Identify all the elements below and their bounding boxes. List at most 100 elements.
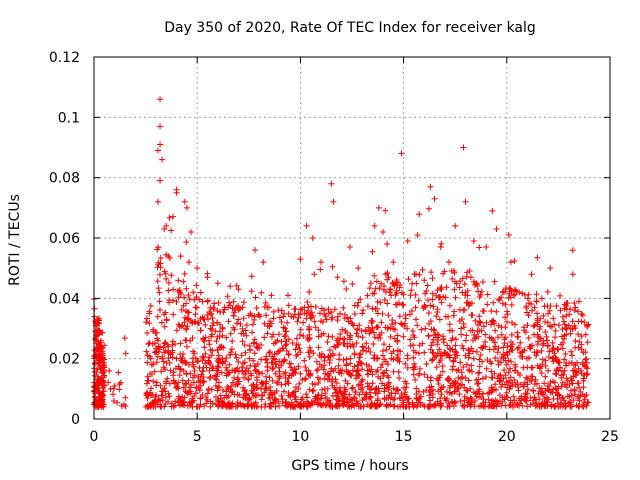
data-point <box>495 297 502 304</box>
data-point <box>412 271 419 278</box>
data-point <box>385 374 392 381</box>
data-point <box>410 366 417 373</box>
data-point <box>210 306 217 313</box>
data-point <box>522 379 529 386</box>
data-point <box>210 365 217 372</box>
data-point <box>348 385 355 392</box>
data-point <box>256 370 263 377</box>
data-point <box>575 393 582 400</box>
data-point <box>363 361 370 368</box>
data-point <box>207 346 214 353</box>
data-point <box>473 280 480 287</box>
data-point <box>282 338 289 345</box>
data-point <box>405 276 412 283</box>
data-point <box>340 304 347 311</box>
data-point <box>331 306 338 313</box>
data-point <box>347 360 354 367</box>
data-point <box>530 397 537 404</box>
data-point <box>237 400 244 407</box>
data-point <box>289 370 296 377</box>
data-point <box>276 368 283 375</box>
data-point <box>238 364 245 371</box>
data-point <box>214 367 221 374</box>
data-point <box>150 361 157 368</box>
data-point <box>241 359 248 366</box>
data-point <box>158 368 165 375</box>
data-point <box>346 370 353 377</box>
data-point <box>364 371 371 378</box>
data-point <box>483 365 490 372</box>
x-tick-label: 5 <box>193 429 202 445</box>
data-point <box>549 346 556 353</box>
data-point <box>578 367 585 374</box>
data-point <box>208 352 215 359</box>
data-point <box>313 367 320 374</box>
data-point <box>457 382 464 389</box>
data-point <box>384 241 391 248</box>
y-tick-label: 0.08 <box>49 171 80 187</box>
data-point <box>270 308 277 315</box>
data-point <box>583 363 590 370</box>
data-point <box>187 370 194 377</box>
data-point <box>239 304 246 311</box>
data-point <box>387 333 394 340</box>
data-point <box>531 304 538 311</box>
data-point <box>162 388 169 395</box>
data-point <box>339 326 346 333</box>
data-point <box>285 292 292 299</box>
data-point <box>148 361 155 368</box>
data-point <box>199 353 206 360</box>
data-point <box>344 399 351 406</box>
data-point <box>111 382 118 389</box>
data-point <box>421 277 428 284</box>
data-point <box>442 397 449 404</box>
data-point <box>357 350 364 357</box>
data-point <box>436 374 443 381</box>
data-point <box>183 380 190 387</box>
data-point <box>351 363 358 370</box>
data-point <box>169 213 176 220</box>
data-point <box>94 401 101 408</box>
data-point <box>410 354 417 361</box>
data-point <box>472 335 479 342</box>
data-point <box>437 395 444 402</box>
data-point <box>183 239 190 246</box>
data-point <box>458 331 465 338</box>
data-point <box>297 256 304 263</box>
data-point <box>335 362 342 369</box>
data-point <box>306 326 313 333</box>
data-point <box>437 400 444 407</box>
data-point <box>385 312 392 319</box>
data-point <box>306 353 313 360</box>
data-point <box>469 312 476 319</box>
data-point <box>376 285 383 292</box>
data-point <box>360 344 367 351</box>
data-point <box>509 347 516 354</box>
data-point <box>340 357 347 364</box>
data-point <box>183 389 190 396</box>
data-point <box>486 401 493 408</box>
data-point <box>146 353 153 360</box>
data-point <box>531 394 538 401</box>
data-point <box>370 329 377 336</box>
data-point <box>152 329 159 336</box>
data-point <box>266 349 273 356</box>
data-point <box>534 254 541 261</box>
data-point <box>474 322 481 329</box>
data-point <box>536 396 543 403</box>
data-point <box>414 402 421 409</box>
data-point <box>578 310 585 317</box>
data-point <box>278 318 285 325</box>
data-point <box>502 334 509 341</box>
data-point <box>462 352 469 359</box>
data-point <box>394 386 401 393</box>
data-point <box>580 399 587 406</box>
data-point <box>387 325 394 332</box>
data-point <box>390 259 397 266</box>
data-point <box>284 378 291 385</box>
data-point <box>431 327 438 334</box>
data-point <box>338 370 345 377</box>
data-point <box>332 389 339 396</box>
data-point <box>214 307 221 314</box>
data-point <box>450 363 457 370</box>
